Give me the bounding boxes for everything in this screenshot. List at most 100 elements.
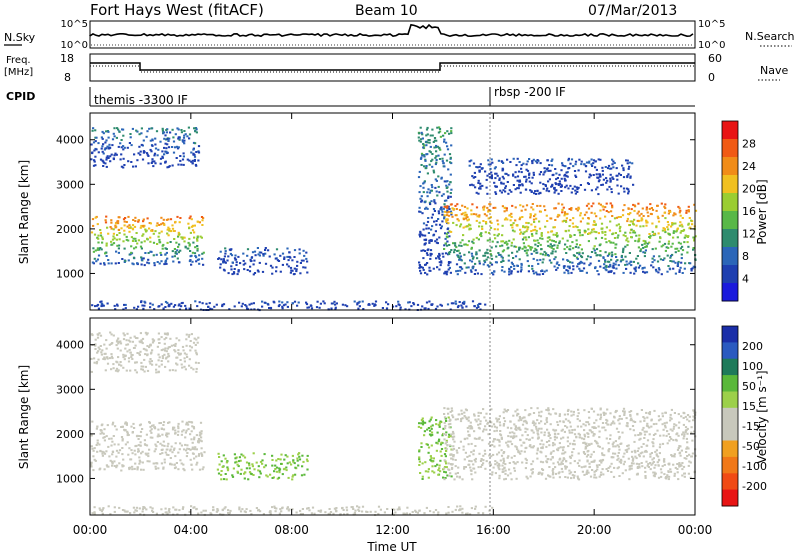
heatmap-cell — [151, 341, 155, 344]
heatmap-cell — [435, 144, 438, 147]
heatmap-cell — [169, 457, 172, 459]
heatmap-cell — [111, 423, 114, 426]
heatmap-cell — [174, 432, 177, 435]
heatmap-cell — [122, 240, 125, 243]
heatmap-cell — [182, 467, 185, 470]
heatmap-cell — [436, 431, 439, 434]
heatmap-cell — [141, 304, 144, 307]
heatmap-cell — [102, 161, 105, 164]
heatmap-cell — [619, 443, 622, 445]
heatmap-cell — [630, 208, 633, 211]
heatmap-cell — [163, 224, 166, 226]
heatmap-cell — [566, 436, 569, 439]
heatmap-cell — [107, 157, 110, 159]
heatmap-cell — [687, 209, 690, 212]
heatmap-cell — [652, 442, 655, 445]
heatmap-cell — [283, 458, 286, 461]
heatmap-cell — [261, 300, 264, 303]
heatmap-cell — [164, 134, 167, 137]
heatmap-cell — [613, 272, 616, 275]
time-xticks: 00:00 04:00 08:00 12:00 16:00 20:00 00:00 — [73, 113, 712, 537]
heatmap-cell — [453, 440, 456, 443]
heatmap-cell — [278, 512, 281, 515]
nave-trace — [90, 65, 695, 73]
heatmap-cell — [150, 431, 153, 434]
heatmap-cell — [669, 468, 672, 471]
heatmap-cell — [485, 186, 488, 189]
heatmap-cell — [523, 450, 526, 453]
heatmap-cell — [95, 361, 99, 363]
heatmap-cell — [495, 255, 498, 258]
heatmap-cell — [675, 229, 678, 232]
heatmap-cell — [609, 180, 612, 183]
heatmap-cell — [164, 365, 167, 368]
heatmap-cell — [148, 421, 151, 423]
heatmap-cell — [174, 455, 177, 458]
heatmap-cell — [99, 432, 102, 435]
heatmap-cell — [595, 188, 598, 191]
heatmap-cell — [566, 239, 569, 242]
heatmap-cell — [574, 174, 577, 177]
heatmap-cell — [444, 455, 447, 458]
heatmap-cell — [523, 175, 526, 178]
heatmap-cell — [102, 165, 105, 167]
heatmap-cell — [179, 353, 182, 356]
heatmap-cell — [617, 223, 620, 226]
heatmap-cell — [681, 474, 684, 477]
heatmap-cell — [215, 303, 218, 306]
heatmap-cell — [130, 144, 133, 147]
heatmap-cell — [626, 445, 629, 447]
heatmap-cell — [609, 241, 612, 244]
heatmap-cell — [491, 473, 494, 476]
heatmap-cell — [306, 507, 309, 510]
heatmap-cell — [635, 257, 638, 260]
heatmap-cell — [518, 184, 521, 187]
heatmap-cell — [448, 183, 451, 186]
heatmap-cell — [532, 257, 535, 260]
heatmap-cell — [177, 136, 180, 139]
heatmap-cell — [117, 262, 120, 264]
heatmap-cell — [648, 207, 651, 210]
heatmap-cell — [222, 454, 225, 457]
heatmap-cell — [252, 302, 255, 305]
heatmap-cell — [497, 233, 500, 236]
heatmap-cell — [90, 445, 93, 448]
heatmap-cell — [121, 509, 125, 511]
heatmap-cell — [250, 260, 253, 262]
heatmap-cell — [307, 306, 311, 309]
heatmap-cell — [435, 441, 438, 444]
heatmap-cell — [420, 131, 423, 134]
heatmap-cell — [501, 464, 504, 467]
heatmap-cell — [306, 468, 309, 471]
heatmap-cell — [273, 301, 276, 304]
heatmap-cell — [656, 204, 659, 207]
heatmap-cell — [452, 221, 455, 224]
heatmap-cell — [164, 261, 167, 264]
heatmap-cell — [140, 224, 143, 227]
heatmap-cell — [493, 445, 496, 448]
heatmap-cell — [90, 231, 94, 234]
heatmap-cell — [286, 255, 289, 258]
heatmap-cell — [601, 452, 604, 455]
heatmap-cell — [303, 254, 306, 257]
heatmap-cell — [490, 408, 493, 411]
heatmap-cell — [124, 421, 127, 424]
heatmap-cell — [674, 213, 677, 216]
heatmap-cell — [174, 133, 177, 136]
heatmap-cell — [630, 462, 634, 465]
heatmap-cell — [223, 269, 226, 272]
heatmap-cell — [506, 181, 509, 183]
heatmap-cell — [93, 511, 96, 514]
heatmap-cell — [200, 452, 203, 455]
heatmap-cell — [585, 421, 588, 424]
heatmap-cell — [127, 360, 131, 363]
heatmap-cell — [598, 464, 601, 466]
heatmap-cell — [97, 254, 101, 257]
heatmap-cell — [652, 438, 655, 441]
heatmap-cell — [468, 463, 471, 466]
heatmap-cell — [545, 461, 549, 464]
heatmap-cell — [431, 128, 434, 131]
heatmap-cell — [687, 464, 690, 467]
heatmap-cell — [154, 443, 157, 446]
heatmap-cell — [151, 424, 154, 427]
